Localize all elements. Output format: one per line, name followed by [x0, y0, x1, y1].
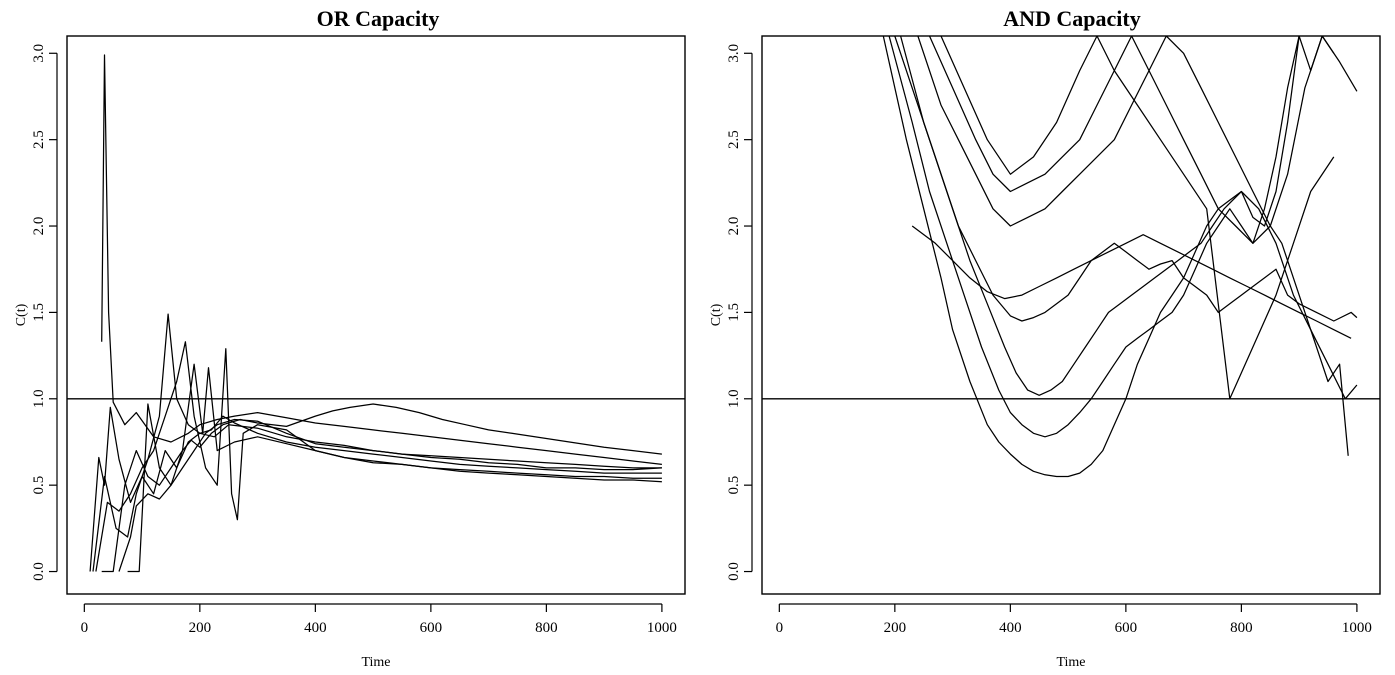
and-capacity-panel: AND Capacity 0 200 400 600 800 1000 0.0 0.5 1.0…	[709, 6, 1381, 670]
or-series-line-7	[127, 403, 662, 573]
and-y-axis: 0.0 0.5 1.0 1.5 2.0 2.5 3.0	[726, 44, 753, 581]
and-y-tick-label: 3.0	[726, 44, 742, 63]
or-y-tick-label: 0.0	[31, 562, 47, 581]
and-series-line-3	[894, 36, 1349, 456]
and-x-axis: 0 200 400 600 800 1000	[776, 603, 1372, 636]
or-x-tick-label: 200	[189, 620, 212, 636]
or-y-tick-label: 2.0	[31, 217, 47, 236]
and-x-tick-label: 1000	[1342, 620, 1372, 636]
or-y-tick-label: 1.5	[31, 303, 47, 322]
and-series-line-5	[911, 225, 1352, 339]
or-series-line-2	[89, 406, 662, 572]
or-x-tick-label: 400	[304, 620, 327, 636]
and-series-line-4	[899, 36, 1358, 322]
and-series-line-7	[928, 36, 1358, 244]
or-y-axis: 0.0 0.5 1.0 1.5 2.0 2.5 3.0	[31, 44, 58, 581]
or-series-line-1	[101, 54, 662, 466]
or-capacity-panel: OR Capacity 0 200 400 600 800 1000 0.0 0.5 1.0 1…	[14, 6, 686, 670]
or-x-tick-label: 1000	[647, 620, 677, 636]
or-x-tick-label: 600	[420, 620, 443, 636]
or-series-line-4	[95, 341, 662, 572]
or-capacity-title: OR Capacity	[317, 6, 440, 31]
or-plot-frame	[66, 35, 686, 595]
and-series-line-6	[917, 36, 1358, 400]
and-x-tick-label: 0	[776, 620, 784, 636]
and-series-line-2	[888, 36, 1300, 438]
and-x-tick-label: 400	[999, 620, 1022, 636]
or-x-axis: 0 200 400 600 800 1000	[81, 603, 677, 636]
or-series-line-5	[101, 363, 662, 573]
and-y-axis-label: C(t)	[709, 303, 724, 326]
or-y-tick-label: 3.0	[31, 44, 47, 63]
or-y-tick-label: 2.5	[31, 130, 47, 149]
and-capacity-title: AND Capacity	[1003, 6, 1141, 31]
and-y-tick-label: 0.0	[726, 562, 742, 581]
and-y-tick-label: 0.5	[726, 476, 742, 495]
or-y-tick-label: 0.5	[31, 476, 47, 495]
and-y-tick-label: 2.0	[726, 217, 742, 236]
and-series-line-8	[940, 36, 1335, 400]
or-x-tick-label: 800	[535, 620, 558, 636]
and-plot-area	[762, 36, 1380, 478]
and-y-tick-label: 2.5	[726, 130, 742, 149]
or-series-line-6	[118, 418, 662, 572]
or-plot-area	[67, 54, 685, 573]
or-y-tick-label: 1.0	[31, 389, 47, 408]
and-x-axis-label: Time	[1056, 655, 1085, 670]
and-y-tick-label: 1.5	[726, 303, 742, 322]
and-y-tick-label: 1.0	[726, 389, 742, 408]
and-x-tick-label: 200	[884, 620, 907, 636]
and-x-tick-label: 800	[1230, 620, 1253, 636]
and-plot-frame	[761, 35, 1381, 595]
or-y-axis-label: C(t)	[14, 303, 29, 326]
or-x-tick-label: 0	[81, 620, 89, 636]
and-x-tick-label: 600	[1115, 620, 1138, 636]
or-x-axis-label: Time	[361, 655, 390, 670]
